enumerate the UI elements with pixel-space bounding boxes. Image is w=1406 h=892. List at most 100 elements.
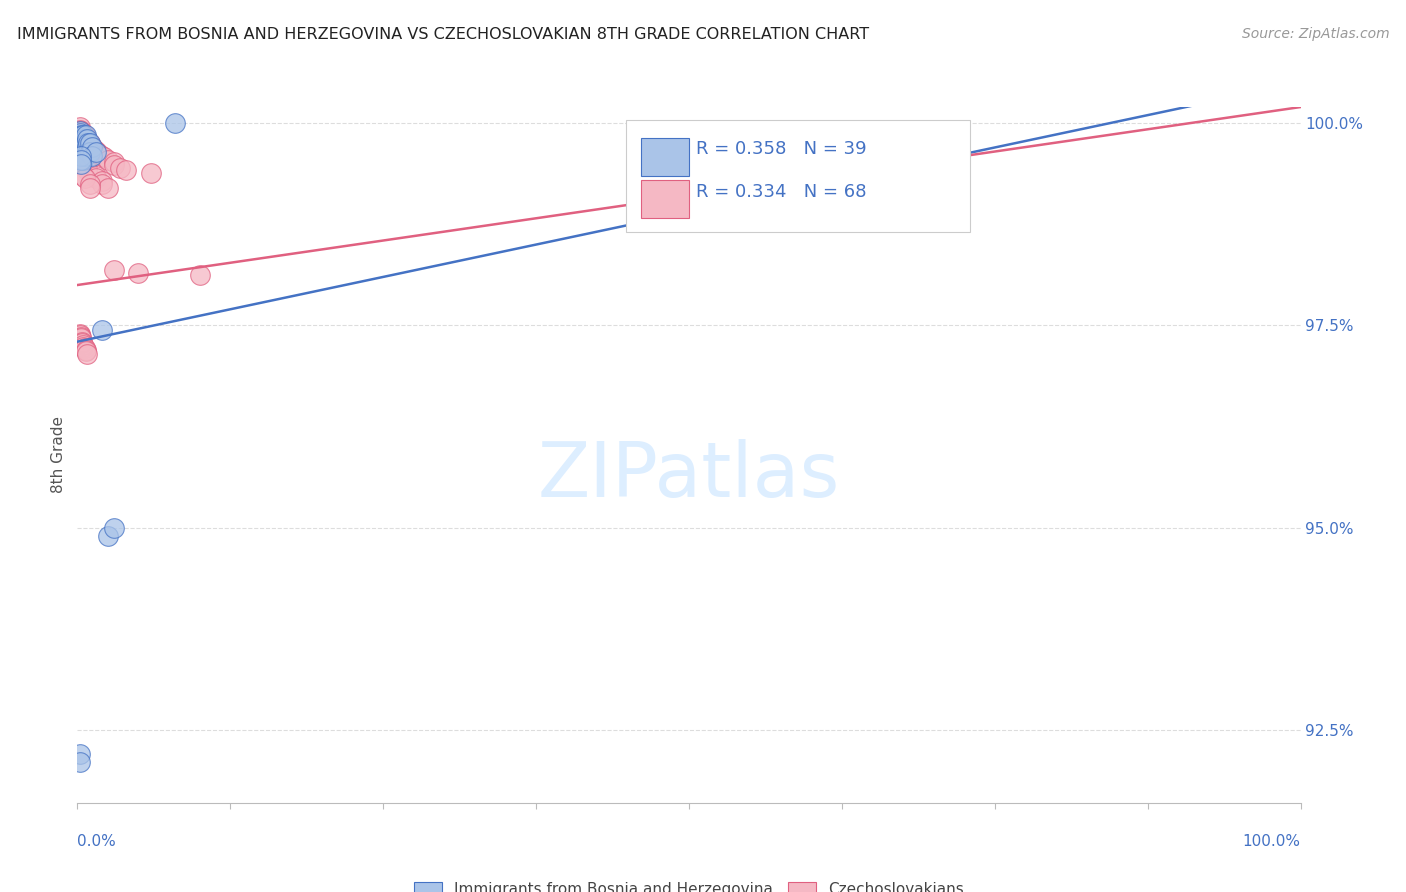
Point: [72, 339, 94, 353]
Point: [70, 153, 93, 167]
Point: [97, 153, 120, 167]
Point: [89, 147, 111, 161]
Point: [70, 336, 93, 351]
Point: [70, 129, 93, 144]
Point: [73, 132, 96, 146]
Point: [188, 268, 211, 283]
Point: [69, 326, 91, 341]
Point: [79, 181, 101, 195]
Point: [72, 128, 94, 143]
Point: [69, 126, 91, 140]
Point: [77, 136, 100, 151]
Text: R = 0.358   N = 39: R = 0.358 N = 39: [696, 140, 866, 158]
Point: [79, 136, 101, 150]
Point: [69, 132, 91, 146]
Point: [70, 334, 93, 349]
Point: [76, 132, 98, 146]
Point: [79, 139, 101, 153]
Point: [76, 132, 98, 146]
Point: [70, 148, 93, 162]
Text: 0.0%: 0.0%: [77, 834, 117, 849]
Point: [115, 163, 138, 178]
Point: [75, 128, 97, 143]
Point: [77, 145, 100, 159]
Point: [97, 529, 120, 543]
Point: [72, 136, 94, 151]
Point: [70, 330, 93, 344]
Point: [70, 331, 93, 345]
Point: [77, 134, 100, 148]
Point: [69, 122, 91, 136]
Point: [70, 132, 93, 146]
Point: [69, 747, 91, 762]
Point: [73, 140, 96, 154]
Point: [70, 128, 93, 142]
Point: [90, 174, 112, 188]
Point: [139, 166, 162, 180]
Point: [80, 140, 103, 154]
Point: [75, 132, 97, 146]
Point: [73, 130, 96, 145]
Point: [103, 155, 125, 169]
Point: [70, 124, 93, 138]
Point: [70, 136, 93, 151]
Point: [93, 150, 115, 164]
Point: [69, 128, 91, 143]
Point: [72, 126, 94, 140]
Point: [80, 148, 103, 162]
Point: [79, 145, 101, 159]
Point: [73, 128, 96, 143]
Point: [70, 156, 93, 170]
Point: [69, 124, 91, 138]
Legend: Immigrants from Bosnia and Herzegovina, Czechoslovakians: Immigrants from Bosnia and Herzegovina, …: [408, 876, 970, 892]
Point: [70, 132, 93, 146]
Point: [72, 128, 94, 143]
Point: [70, 132, 93, 146]
Point: [84, 144, 107, 158]
Point: [90, 148, 112, 162]
Point: [73, 341, 96, 355]
Point: [75, 344, 97, 359]
Point: [79, 177, 101, 191]
Point: [75, 130, 97, 145]
Point: [84, 169, 107, 183]
Point: [70, 136, 93, 151]
Point: [128, 266, 150, 280]
Point: [80, 140, 103, 154]
Point: [70, 130, 93, 145]
Point: [72, 169, 94, 183]
Point: [69, 328, 91, 343]
Point: [70, 128, 93, 143]
Point: [72, 145, 94, 159]
Point: [103, 521, 125, 535]
Point: [80, 142, 103, 156]
Point: [84, 171, 107, 186]
Point: [84, 145, 107, 159]
Point: [103, 263, 125, 277]
Point: [165, 116, 187, 130]
Point: [70, 145, 93, 159]
Text: 100.0%: 100.0%: [1243, 834, 1301, 849]
Text: Source: ZipAtlas.com: Source: ZipAtlas.com: [1241, 27, 1389, 41]
Point: [75, 136, 97, 151]
Point: [103, 158, 125, 172]
Text: R = 0.334   N = 68: R = 0.334 N = 68: [696, 183, 866, 201]
Point: [72, 153, 94, 167]
Point: [69, 124, 91, 138]
Point: [79, 136, 101, 151]
Point: [73, 148, 96, 162]
Point: [70, 140, 93, 154]
Point: [75, 136, 97, 151]
Point: [80, 139, 103, 153]
Point: [73, 171, 96, 186]
Point: [70, 144, 93, 158]
Point: [70, 136, 93, 151]
Point: [75, 343, 97, 357]
Point: [72, 136, 94, 151]
Point: [72, 338, 94, 352]
Point: [83, 142, 105, 156]
Point: [77, 137, 100, 152]
Point: [70, 126, 93, 140]
Point: [70, 145, 93, 160]
Point: [69, 120, 91, 135]
